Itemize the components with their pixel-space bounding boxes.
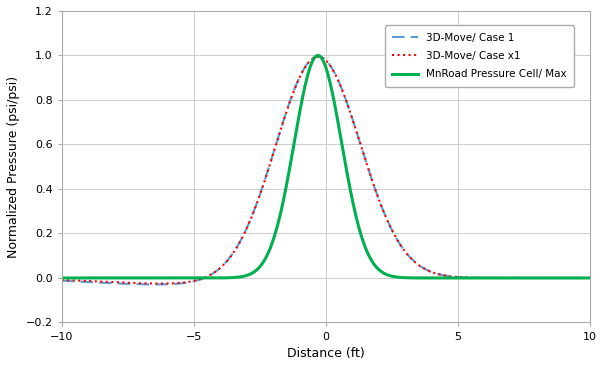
3D-Move/ Case x1 (315, 55, 322, 59)
3D-Move/ Case 1 (152, 282, 159, 287)
Y-axis label: Normalized Pressure (psi/psi): Normalized Pressure (psi/psi) (7, 76, 20, 258)
3D-Move/ Case 1 (315, 54, 322, 59)
MnRoad Pressure Cell/ Max (85, 276, 92, 280)
X-axis label: Distance (ft): Distance (ft) (287, 347, 365, 360)
3D-Move/ Case 1 (571, 276, 579, 280)
3D-Move/ Case 1 (85, 280, 92, 284)
3D-Move/ Case 1 (315, 54, 323, 59)
3D-Move/ Case x1 (571, 276, 579, 280)
3D-Move/ Case x1 (475, 276, 482, 280)
3D-Move/ Case x1 (156, 281, 164, 286)
3D-Move/ Case 1 (586, 276, 594, 280)
MnRoad Pressure Cell/ Max (571, 276, 579, 280)
MnRoad Pressure Cell/ Max (586, 276, 594, 280)
3D-Move/ Case x1 (315, 55, 323, 59)
3D-Move/ Case x1 (58, 278, 65, 282)
MnRoad Pressure Cell/ Max (315, 54, 323, 58)
MnRoad Pressure Cell/ Max (474, 276, 481, 280)
3D-Move/ Case x1 (85, 279, 92, 283)
3D-Move/ Case 1 (301, 65, 309, 70)
Legend: 3D-Move/ Case 1, 3D-Move/ Case x1, MnRoad Pressure Cell/ Max: 3D-Move/ Case 1, 3D-Move/ Case x1, MnRoa… (385, 25, 574, 87)
3D-Move/ Case x1 (586, 276, 594, 280)
MnRoad Pressure Cell/ Max (315, 53, 322, 58)
3D-Move/ Case x1 (301, 65, 309, 70)
Line: 3D-Move/ Case x1: 3D-Move/ Case x1 (62, 57, 590, 284)
MnRoad Pressure Cell/ Max (58, 276, 65, 280)
MnRoad Pressure Cell/ Max (301, 86, 308, 90)
Line: 3D-Move/ Case 1: 3D-Move/ Case 1 (62, 57, 590, 284)
3D-Move/ Case 1 (58, 279, 65, 283)
3D-Move/ Case 1 (571, 276, 579, 280)
Line: MnRoad Pressure Cell/ Max: MnRoad Pressure Cell/ Max (62, 55, 590, 278)
3D-Move/ Case x1 (571, 276, 579, 280)
MnRoad Pressure Cell/ Max (571, 276, 579, 280)
3D-Move/ Case 1 (475, 276, 482, 280)
